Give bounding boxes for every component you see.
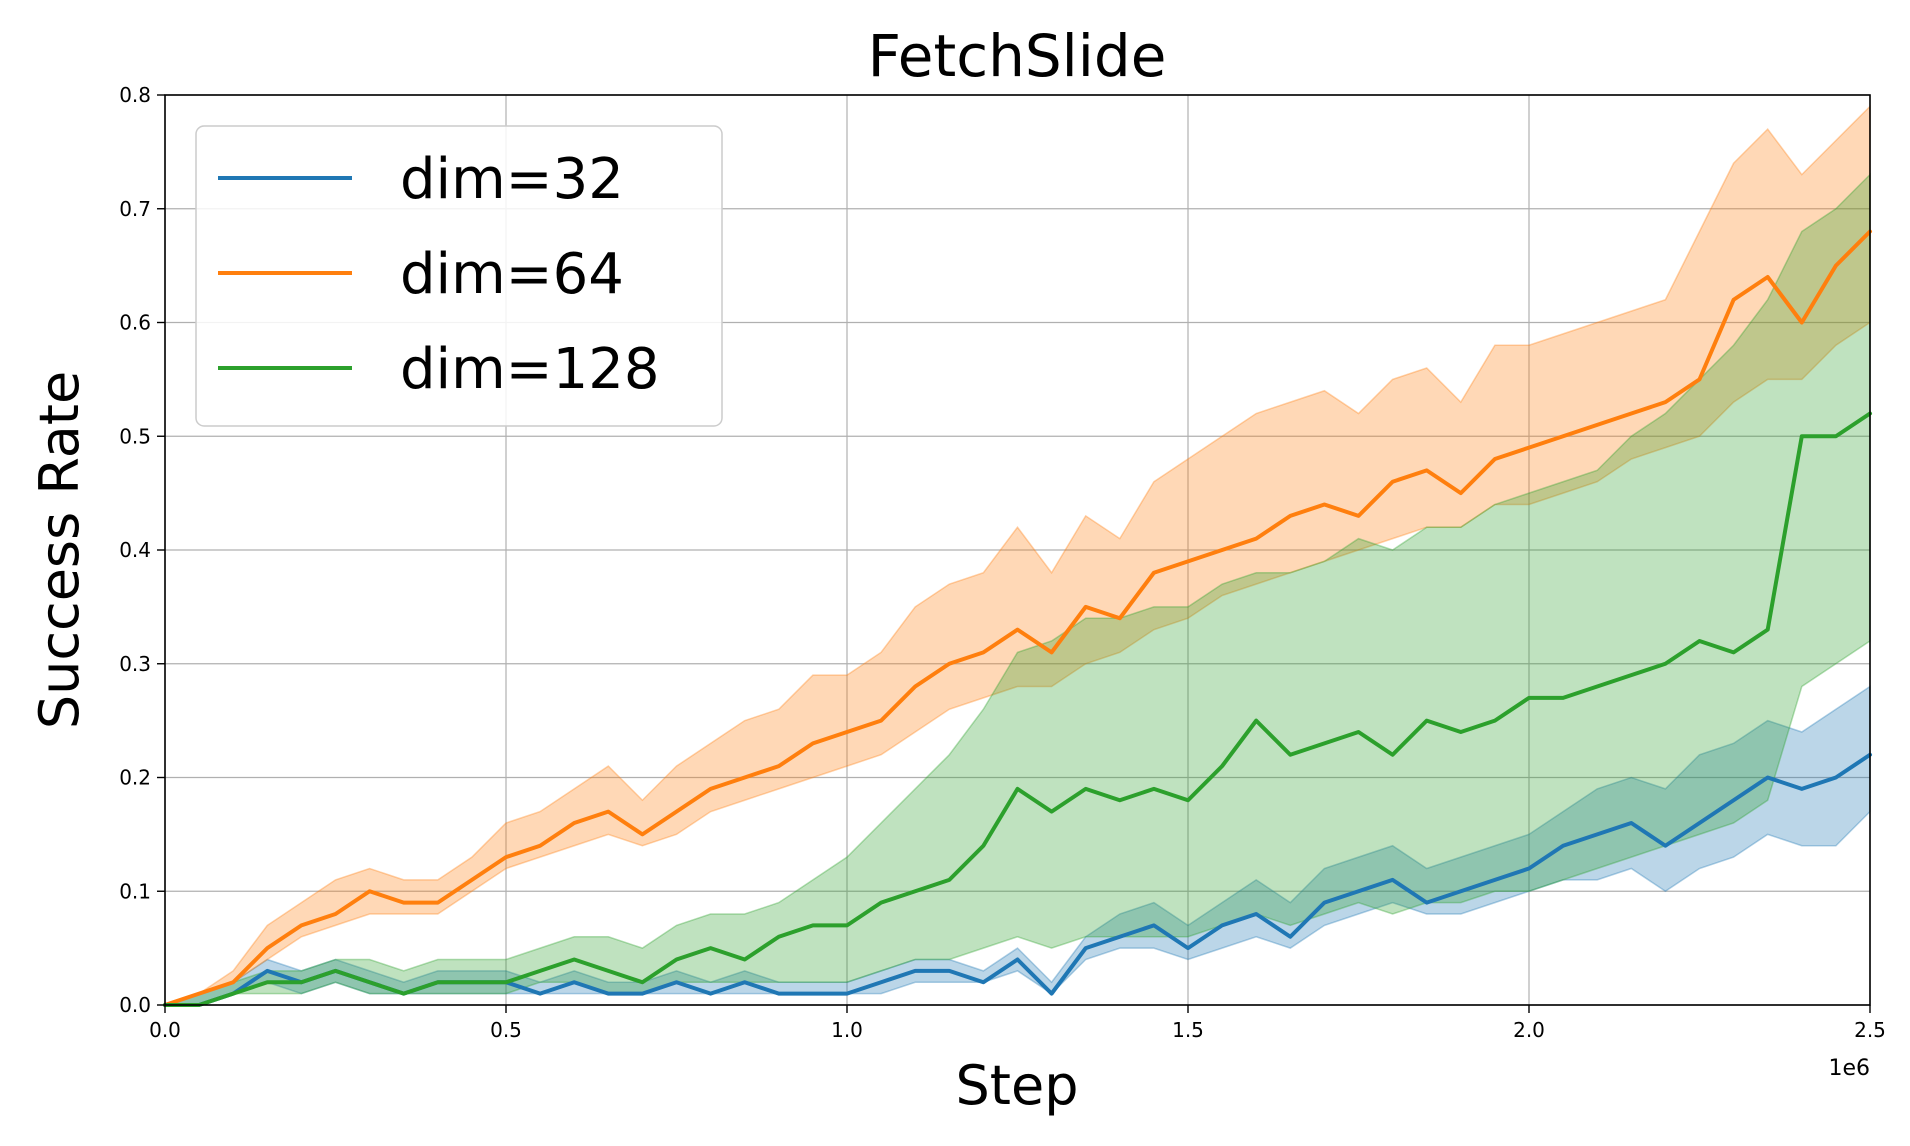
y-axis-ticks: 0.0 0.1 0.2 0.3 0.4 0.5 0.6 0.7 0.8 <box>119 83 165 1017</box>
y-tick-label: 0.7 <box>119 197 151 221</box>
y-tick-label: 0.4 <box>119 538 151 562</box>
line-series-2 <box>163 411 1872 1007</box>
x-tick-label: 0.5 <box>490 1018 522 1042</box>
legend-label-1: dim=64 <box>400 242 624 307</box>
y-tick-label: 0.5 <box>119 424 151 448</box>
x-tick-label: 1.0 <box>831 1018 863 1042</box>
y-tick-label: 0.0 <box>119 993 151 1017</box>
x-tick-label: 0.0 <box>149 1018 181 1042</box>
x-axis-ticks: 0.0 0.5 1.0 1.5 2.0 2.5 <box>149 1005 1886 1042</box>
y-tick-label: 0.6 <box>119 311 151 335</box>
y-tick-label: 0.3 <box>119 652 151 676</box>
legend-label-0: dim=32 <box>400 147 624 212</box>
legend: dim=32 dim=64 dim=128 <box>195 125 723 427</box>
x-axis-offset-label: 1e6 <box>1828 1056 1870 1081</box>
series-lines <box>163 229 1872 1007</box>
x-tick-label: 2.5 <box>1854 1018 1886 1042</box>
y-tick-label: 0.8 <box>119 83 151 107</box>
y-tick-label: 0.1 <box>119 879 151 903</box>
legend-label-2: dim=128 <box>400 337 659 402</box>
y-tick-label: 0.2 <box>119 766 151 790</box>
chart-title: FetchSlide <box>868 22 1167 90</box>
x-tick-label: 1.5 <box>1172 1018 1204 1042</box>
x-tick-label: 2.0 <box>1513 1018 1545 1042</box>
x-axis-title: Step <box>956 1054 1079 1117</box>
line-series-1 <box>163 229 1872 1007</box>
y-axis-title: Success Rate <box>28 371 91 729</box>
legend-box <box>195 125 723 427</box>
